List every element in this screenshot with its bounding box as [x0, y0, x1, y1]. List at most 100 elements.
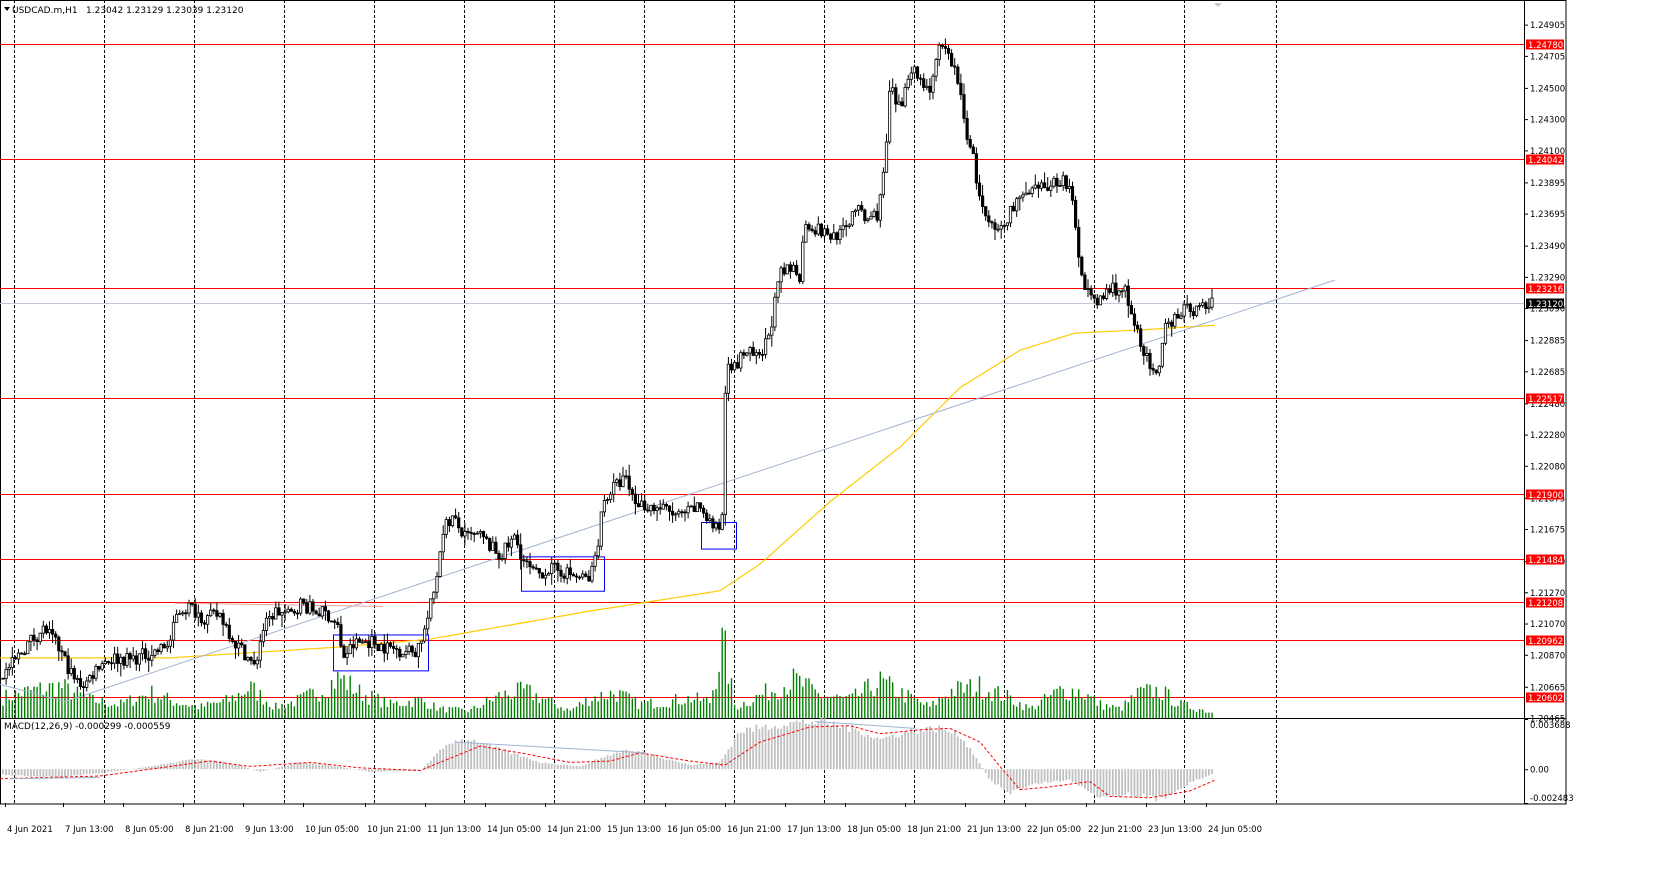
candle-body [190, 602, 194, 605]
candle-body [1157, 365, 1161, 374]
candle-body [993, 222, 997, 230]
candle-body [1039, 182, 1044, 189]
candle-body [1170, 321, 1174, 327]
candle-body [860, 205, 864, 211]
candle-body [1173, 314, 1177, 327]
candle-body [1046, 187, 1050, 191]
candle-body [212, 609, 216, 612]
candle-body [1179, 315, 1183, 319]
candle-body [813, 230, 817, 235]
candle-body [562, 575, 566, 579]
candle-body [615, 479, 619, 483]
candle-body [847, 224, 851, 227]
candle-body [1061, 175, 1065, 186]
candle-body [987, 215, 991, 223]
candle-body [838, 229, 842, 240]
candle-body [946, 47, 951, 54]
candle-body [178, 612, 182, 615]
time-tick-label: 4 Jun 2021 [7, 825, 53, 835]
candle-body [621, 475, 625, 488]
candle-body [221, 613, 225, 625]
candle-body [683, 511, 687, 514]
level-price-text: 1.21208 [1528, 599, 1563, 609]
candle-body [708, 518, 712, 522]
candle-body [165, 645, 169, 649]
candle-body [1027, 192, 1031, 195]
price-tick-label: 1.23695 [1530, 210, 1565, 220]
candle-body [1055, 177, 1059, 187]
candle-body [984, 206, 988, 217]
level-price-text: 1.22517 [1528, 395, 1563, 405]
candle-body [370, 636, 374, 649]
candle-body [51, 629, 55, 635]
candle-body [156, 649, 160, 653]
candle-body [912, 66, 917, 74]
candle-body [1092, 294, 1096, 299]
candle-body [1108, 288, 1112, 293]
rectangle-boxes[interactable] [333, 522, 737, 672]
candle-body [26, 641, 30, 655]
candle-body [463, 530, 467, 537]
candle-body [717, 522, 721, 530]
candle-body [94, 665, 98, 679]
candle-body [556, 562, 560, 571]
scroll-marker-icon[interactable] [1214, 3, 1222, 7]
trendline-line[interactable] [0, 279, 1336, 703]
candle-body [1101, 295, 1106, 299]
candle-body [547, 573, 551, 576]
candle-body [329, 620, 334, 623]
candle-body [581, 573, 585, 578]
price-axis: 1.24905 1.24705 1.24500 1.24300 1.24100 1.238… [1524, 21, 1565, 725]
rectangle-box[interactable] [333, 634, 429, 672]
candle-body [1129, 305, 1133, 315]
candle-body [596, 545, 600, 557]
candle-body [72, 668, 76, 680]
candle-body [243, 644, 247, 661]
candle-body [314, 610, 318, 615]
candle-body [897, 101, 901, 105]
candle-body [605, 499, 610, 501]
candle-body [116, 653, 120, 664]
level-price-tag [1526, 597, 1564, 608]
candle-body [1139, 328, 1143, 347]
candle-body [677, 511, 681, 515]
candle-body [729, 363, 734, 371]
candle-body [943, 46, 948, 49]
candle-body [525, 560, 529, 563]
candle-body [419, 640, 424, 644]
candle-body [593, 555, 597, 567]
candle-body [410, 645, 414, 653]
candle-body [168, 639, 172, 647]
candle-body [1015, 198, 1019, 212]
candle-body [91, 675, 95, 679]
candle-body [1086, 288, 1090, 291]
candle-body [261, 630, 266, 643]
candle-body [57, 636, 61, 652]
candle-body [990, 221, 994, 224]
candle-body [779, 267, 783, 283]
candle-body [643, 500, 647, 511]
candle-body [106, 661, 110, 664]
candle-body [714, 522, 718, 529]
candle-body [125, 653, 129, 666]
candle-body [75, 678, 79, 680]
price-tick-label: 1.22280 [1530, 431, 1565, 441]
candle-body [996, 228, 1000, 231]
candle-body [782, 267, 786, 275]
rectangle-box[interactable] [521, 556, 605, 592]
dropdown-triangle-icon[interactable] [4, 7, 10, 11]
candle-body [488, 538, 492, 551]
candle-body [181, 612, 185, 615]
candle-body [757, 352, 762, 355]
candle-body [88, 675, 92, 682]
candle-body [810, 228, 814, 232]
candle-body [159, 644, 163, 653]
candle-body [162, 644, 166, 649]
price-tick-label: 1.20665 [1530, 683, 1565, 693]
candle-body [438, 551, 442, 577]
candle-body [429, 598, 433, 619]
candle-body [1210, 297, 1214, 308]
candle-body [937, 44, 941, 60]
candle-body [10, 657, 14, 668]
